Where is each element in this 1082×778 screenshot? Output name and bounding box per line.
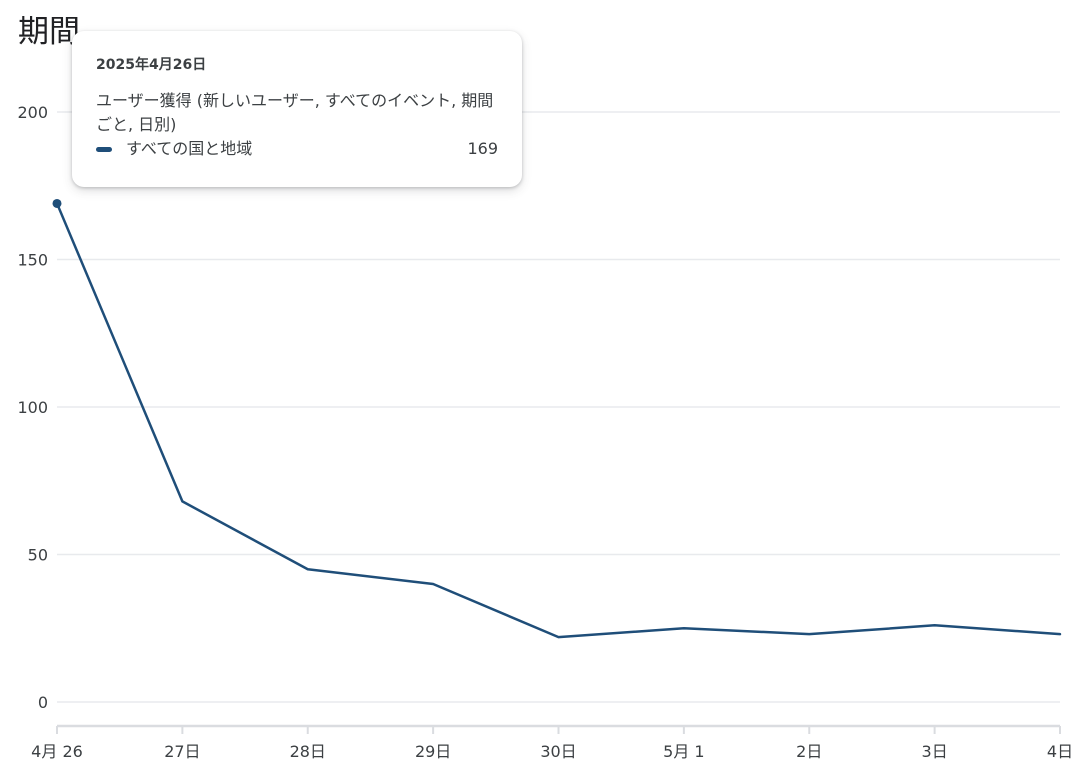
x-axis-tick-labels: 4月 26 27日 28日 29日 30日 5月 1 2日 3日 4日 (31, 742, 1073, 761)
x-tick-label: 28日 (290, 742, 326, 761)
y-axis-tick-labels: 0 50 100 150 200 (17, 103, 48, 712)
tooltip-series-value: 169 (467, 139, 498, 158)
y-tick-label-0: 0 (38, 693, 48, 712)
y-tick-label-50: 50 (28, 546, 48, 565)
tooltip-series-row: すべての国と地域 169 (96, 137, 498, 161)
x-tick-label: 3日 (922, 742, 948, 761)
x-axis (56, 724, 1061, 734)
x-tick-label: 4月 26 (31, 742, 83, 761)
x-tick-label: 4日 (1047, 742, 1073, 761)
x-tick-label: 5月 1 (663, 742, 704, 761)
x-tick-label: 2日 (796, 742, 822, 761)
series-lines (55, 202, 1062, 639)
x-tick-label: 27日 (164, 742, 200, 761)
grid-lines (57, 111, 1060, 703)
chart-tooltip: 2025年4月26日 ユーザー獲得 (新しいユーザー, すべてのイベント, 期間… (72, 31, 522, 187)
x-tick-label: 30日 (540, 742, 576, 761)
highlighted-data-point (52, 198, 62, 208)
data-points (52, 198, 62, 208)
tooltip-metric-label: ユーザー獲得 (新しいユーザー, すべてのイベント, 期間ごと, 日別) (96, 91, 494, 134)
y-tick-label-150: 150 (17, 251, 48, 270)
series-color-swatch (96, 146, 112, 152)
tooltip-date: 2025年4月26日 (96, 57, 207, 73)
page-title: 期間 (18, 14, 80, 50)
x-tick-label: 29日 (415, 742, 451, 761)
y-tick-label-100: 100 (17, 398, 48, 417)
series-line-0 (55, 202, 1062, 639)
y-tick-label-200: 200 (17, 103, 48, 122)
tooltip-series-name: すべての国と地域 (126, 139, 253, 158)
